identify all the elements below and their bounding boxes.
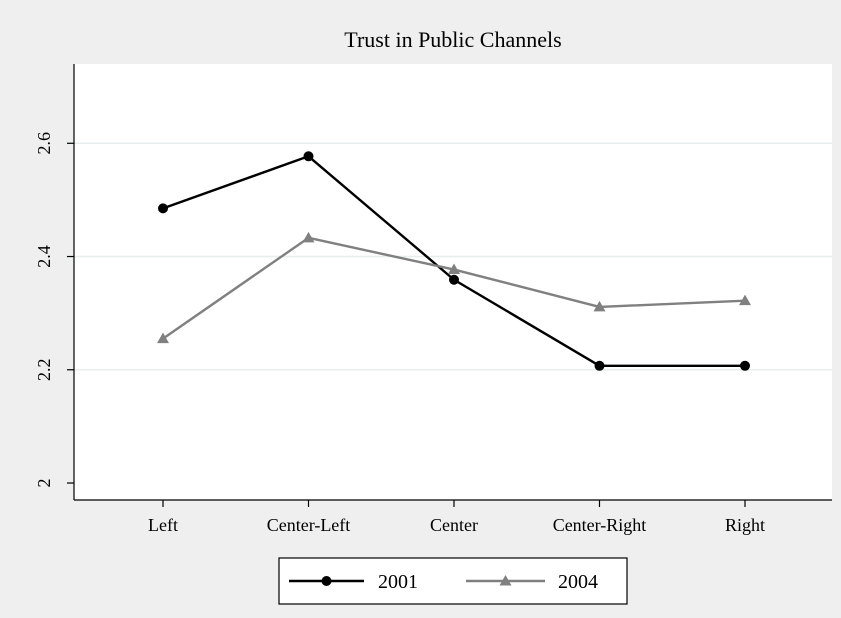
x-tick-label: Center (430, 515, 478, 535)
x-tick-label: Center-Right (553, 515, 647, 535)
data-point-2004 (739, 294, 751, 306)
y-tick-label: 2.6 (34, 132, 54, 155)
legend: 2001 2004 (278, 557, 628, 605)
data-point-2004 (302, 231, 315, 243)
legend-label: 2001 (378, 571, 418, 593)
y-tick-label: 2.4 (34, 245, 54, 268)
x-tick-label: Center-Left (267, 515, 351, 535)
series-group (157, 151, 751, 371)
data-point-2004 (448, 263, 460, 275)
y-tick-label: 2.2 (34, 359, 54, 382)
data-point-2004 (157, 332, 169, 344)
y-tick-label: 2 (34, 479, 54, 488)
legend-marker-2004 (499, 575, 512, 586)
x-tick-label: Right (725, 515, 765, 535)
x-axis: Left Center-Left Center Center-Right Right (74, 499, 832, 535)
data-point-2004 (593, 300, 606, 312)
data-point-2001 (740, 360, 750, 371)
legend-marker-2001 (321, 576, 332, 586)
data-point-2001 (449, 274, 459, 285)
data-point-2001 (594, 360, 605, 371)
grid-lines (74, 142, 832, 371)
legend-label: 2004 (558, 571, 598, 593)
chart-title: Trust in Public Channels (344, 27, 561, 52)
data-point-2001 (303, 151, 314, 162)
y-axis: 2 2.2 2.4 2.6 (34, 64, 75, 500)
data-point-2001 (158, 203, 168, 214)
x-tick-label: Left (148, 515, 178, 535)
